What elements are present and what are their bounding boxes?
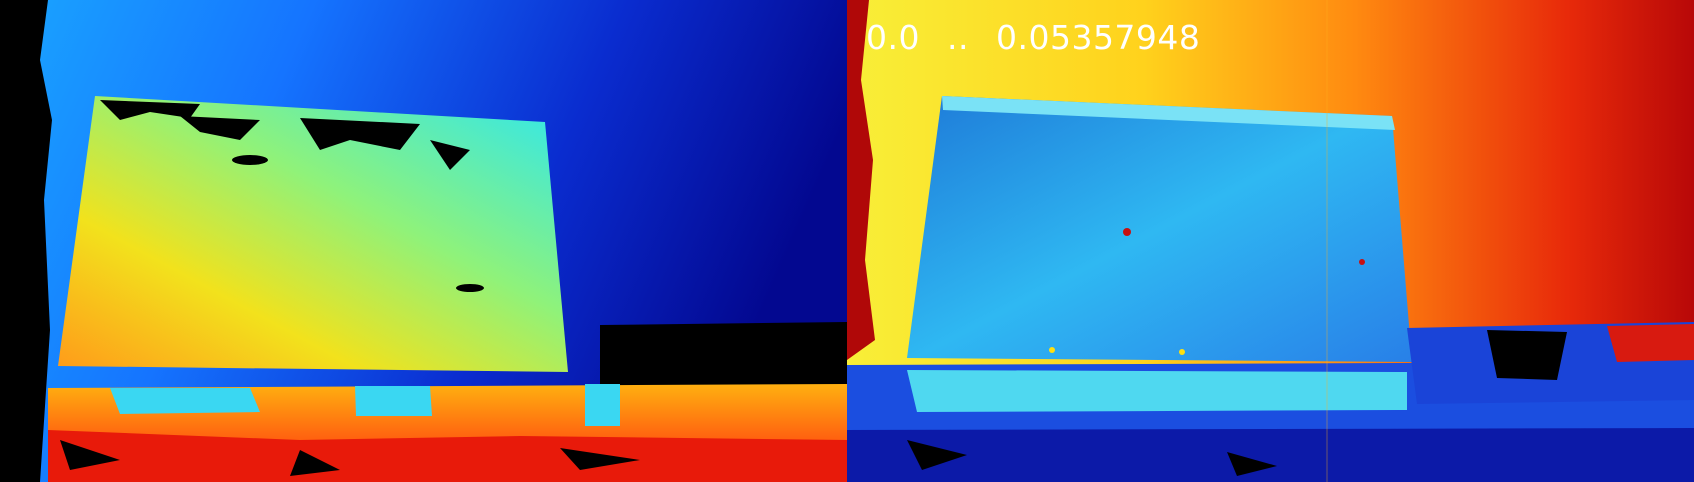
error-map-image: [847, 0, 1694, 482]
range-max: 0.05357948: [995, 18, 1201, 57]
range-separator: ..: [946, 18, 969, 57]
value-range-label: 0.0 .. 0.05357948: [866, 18, 1200, 57]
depth-map-image: [0, 0, 847, 482]
error-map-panel: [847, 0, 1694, 482]
range-min: 0.0: [866, 18, 920, 57]
depth-map-panel: [0, 0, 847, 482]
